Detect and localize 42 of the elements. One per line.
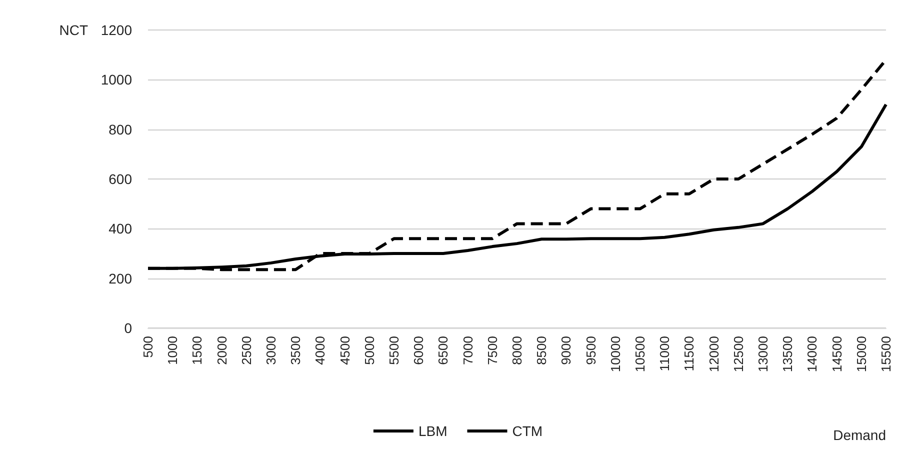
x-tick-label: 12500 bbox=[730, 336, 746, 372]
x-tick-label: 6500 bbox=[436, 336, 451, 365]
x-tick-label: 4500 bbox=[337, 336, 352, 365]
y-tick-label: 800 bbox=[108, 121, 132, 138]
x-tick-label: 13000 bbox=[756, 336, 770, 372]
x-tick-label: 1500 bbox=[190, 336, 205, 365]
x-tick-label: 9500 bbox=[583, 336, 598, 365]
x-tick-label: 7500 bbox=[484, 336, 500, 365]
x-tick-label: 12000 bbox=[706, 336, 722, 372]
legend-label: LBM bbox=[418, 423, 448, 439]
x-tick-label: 500 bbox=[140, 336, 156, 358]
x-tick-label: 4000 bbox=[312, 336, 328, 365]
x-tick-label: 14000 bbox=[804, 336, 820, 372]
x-tick-label: 11500 bbox=[682, 336, 697, 372]
y-tick-label: 600 bbox=[108, 171, 132, 187]
x-tick-label: 2500 bbox=[238, 336, 254, 365]
x-tick-label: 10500 bbox=[632, 336, 648, 372]
x-axis-title: Demand bbox=[833, 427, 886, 443]
x-tick-label: 5000 bbox=[362, 336, 377, 365]
x-tick-label: 7000 bbox=[460, 336, 476, 365]
y-tick-label: 200 bbox=[108, 270, 132, 286]
y-tick-label: 400 bbox=[108, 220, 132, 237]
x-tick-label: 11000 bbox=[657, 336, 672, 372]
x-tick-label: 3000 bbox=[264, 336, 278, 365]
x-tick-label: 13500 bbox=[780, 336, 796, 372]
y-tick-label: 1200 bbox=[100, 22, 132, 38]
x-tick-label: 15000 bbox=[854, 336, 869, 372]
y-tick-label: 1000 bbox=[100, 72, 132, 88]
x-tick-label: 6000 bbox=[411, 336, 426, 365]
x-tick-label: 2000 bbox=[214, 336, 230, 365]
y-tick-label: 0 bbox=[124, 320, 132, 336]
x-tick-label: 10000 bbox=[608, 336, 623, 372]
x-tick-label: 1000 bbox=[165, 336, 180, 365]
x-tick-label: 5500 bbox=[386, 336, 402, 365]
legend-label: CTM bbox=[512, 423, 543, 439]
y-axis-title: NCT bbox=[59, 22, 88, 38]
x-tick-label: 15500 bbox=[878, 336, 894, 372]
x-tick-label: 8000 bbox=[510, 336, 524, 365]
x-tick-label: 9000 bbox=[558, 336, 574, 365]
x-tick-label: 3500 bbox=[288, 336, 304, 365]
x-tick-label: 8500 bbox=[534, 336, 550, 365]
x-tick-label: 14500 bbox=[829, 336, 844, 372]
